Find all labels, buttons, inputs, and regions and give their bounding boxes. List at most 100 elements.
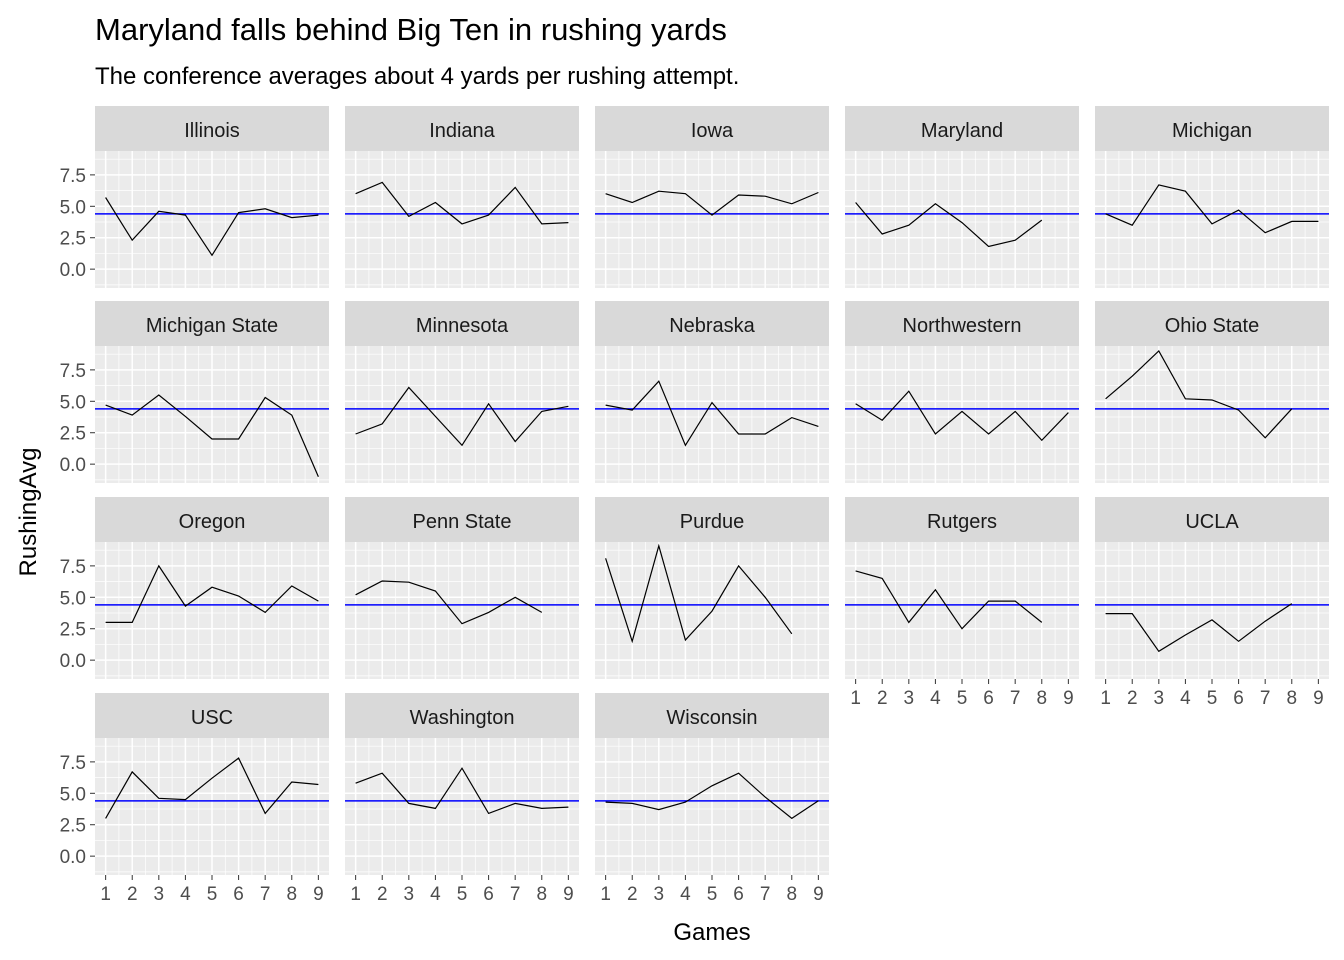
y-tick-label: 7.5 bbox=[60, 753, 86, 774]
strip-background bbox=[595, 693, 829, 738]
x-tick-label: 7 bbox=[760, 884, 771, 905]
x-tick-label: 2 bbox=[877, 688, 888, 709]
series-line bbox=[1105, 603, 1293, 653]
strip-background bbox=[845, 497, 1079, 542]
series-line bbox=[355, 181, 569, 225]
strip-background bbox=[595, 497, 829, 542]
strip-label: Nebraska bbox=[669, 315, 755, 337]
series-line bbox=[855, 202, 1043, 248]
series-line bbox=[1105, 350, 1293, 439]
x-tick-label: 6 bbox=[733, 884, 744, 905]
strip-label: Purdue bbox=[680, 511, 745, 533]
facet-panel: Northwestern bbox=[845, 301, 1079, 483]
strip-label: Washington bbox=[410, 707, 515, 729]
x-tick-label: 5 bbox=[457, 884, 468, 905]
x-tick-label: 1 bbox=[100, 884, 111, 905]
x-tick-label: 5 bbox=[1207, 688, 1218, 709]
y-tick-label: 0.0 bbox=[60, 847, 86, 868]
x-tick-label: 3 bbox=[654, 884, 665, 905]
x-tick-label: 9 bbox=[1063, 688, 1074, 709]
facet-panel: Purdue bbox=[595, 497, 829, 679]
x-tick-label: 7 bbox=[1010, 688, 1021, 709]
x-tick-label: 2 bbox=[377, 884, 388, 905]
x-tick-label: 3 bbox=[904, 688, 915, 709]
series-line bbox=[355, 580, 543, 625]
x-tick-label: 4 bbox=[430, 884, 441, 905]
x-tick-label: 7 bbox=[1260, 688, 1271, 709]
x-tick-label: 5 bbox=[207, 884, 218, 905]
facet-panel: Rutgers 1 2 3 4 5 6 7 8 9 bbox=[845, 497, 1079, 709]
strip-label: Indiana bbox=[429, 120, 495, 142]
chart-subtitle: The conference averages about 4 yards pe… bbox=[95, 63, 739, 90]
x-tick-label: 1 bbox=[1100, 688, 1111, 709]
y-tick-label: 2.5 bbox=[60, 620, 86, 641]
chart-title: Maryland falls behind Big Ten in rushing… bbox=[95, 12, 727, 47]
x-tick-label: 1 bbox=[350, 884, 361, 905]
series-line bbox=[605, 190, 819, 216]
facet-panel: Penn State bbox=[345, 497, 579, 679]
strip-label: Ohio State bbox=[1165, 315, 1260, 337]
strip-label: UCLA bbox=[1185, 511, 1239, 533]
series-line bbox=[605, 543, 793, 644]
strip-label: Illinois bbox=[184, 120, 240, 142]
series-line bbox=[355, 386, 569, 447]
strip-label: Michigan State bbox=[146, 315, 278, 337]
facet-panel: Michigan bbox=[1095, 106, 1329, 288]
facet-panel: Wisconsin 1 2 3 4 5 6 7 8 9 bbox=[595, 693, 829, 905]
y-tick-label: 0.0 bbox=[60, 260, 86, 281]
x-tick-label: 7 bbox=[510, 884, 521, 905]
series-line bbox=[855, 390, 1069, 442]
x-tick-label: 7 bbox=[260, 884, 271, 905]
series-line bbox=[1105, 184, 1319, 234]
strip-label: Penn State bbox=[413, 511, 512, 533]
x-tick-label: 3 bbox=[1154, 688, 1165, 709]
strip-label: Iowa bbox=[691, 120, 734, 142]
strip-label: Minnesota bbox=[416, 315, 509, 337]
strip-background bbox=[95, 497, 329, 542]
x-tick-label: 9 bbox=[313, 884, 324, 905]
y-tick-label: 0.0 bbox=[60, 455, 86, 476]
facet-panel: Maryland bbox=[845, 106, 1079, 288]
series-line bbox=[105, 564, 319, 624]
x-tick-label: 3 bbox=[154, 884, 165, 905]
strip-background bbox=[595, 301, 829, 346]
strip-label: Wisconsin bbox=[666, 707, 757, 729]
x-tick-label: 8 bbox=[1286, 688, 1297, 709]
y-tick-label: 2.5 bbox=[60, 229, 86, 250]
facet-panel: USC 0.0 2.5 5.0 7.5 1 2 3 4 5 6 7 8 9 bbox=[60, 693, 329, 905]
strip-background bbox=[1095, 106, 1329, 151]
strip-label: USC bbox=[191, 707, 233, 729]
x-tick-label: 4 bbox=[180, 884, 191, 905]
x-tick-label: 5 bbox=[957, 688, 968, 709]
x-axis-title: Games bbox=[673, 919, 750, 946]
x-tick-label: 6 bbox=[483, 884, 494, 905]
strip-label: Northwestern bbox=[903, 315, 1022, 337]
strip-label: Michigan bbox=[1172, 120, 1252, 142]
x-tick-label: 6 bbox=[1233, 688, 1244, 709]
series-line bbox=[105, 394, 319, 477]
y-tick-label: 7.5 bbox=[60, 166, 86, 187]
x-tick-label: 8 bbox=[786, 884, 797, 905]
y-tick-label: 5.0 bbox=[60, 784, 86, 805]
x-tick-label: 4 bbox=[1180, 688, 1191, 709]
series-line bbox=[105, 197, 319, 257]
facet-panel: Michigan State 0.0 2.5 5.0 7.5 bbox=[60, 301, 329, 483]
y-tick-label: 5.0 bbox=[60, 392, 86, 413]
y-tick-label: 5.0 bbox=[60, 588, 86, 609]
y-axis-title: RushingAvg bbox=[15, 448, 42, 577]
strip-label: Maryland bbox=[921, 120, 1003, 142]
y-tick-label: 5.0 bbox=[60, 197, 86, 218]
strip-background bbox=[345, 693, 579, 738]
strip-background bbox=[845, 301, 1079, 346]
x-tick-label: 1 bbox=[600, 884, 611, 905]
facet-panel: Washington 1 2 3 4 5 6 7 8 9 bbox=[345, 693, 579, 905]
strip-background bbox=[1095, 301, 1329, 346]
y-tick-label: 2.5 bbox=[60, 816, 86, 837]
strip-background bbox=[95, 693, 329, 738]
x-tick-label: 9 bbox=[1313, 688, 1324, 709]
strip-background bbox=[595, 106, 829, 151]
series-line bbox=[605, 380, 819, 447]
facet-panels: Illinois 0.0 2.5 5.0 7.5 Indiana Iowa Maryland M… bbox=[60, 106, 1329, 905]
facet-panel: Minnesota bbox=[345, 301, 579, 483]
